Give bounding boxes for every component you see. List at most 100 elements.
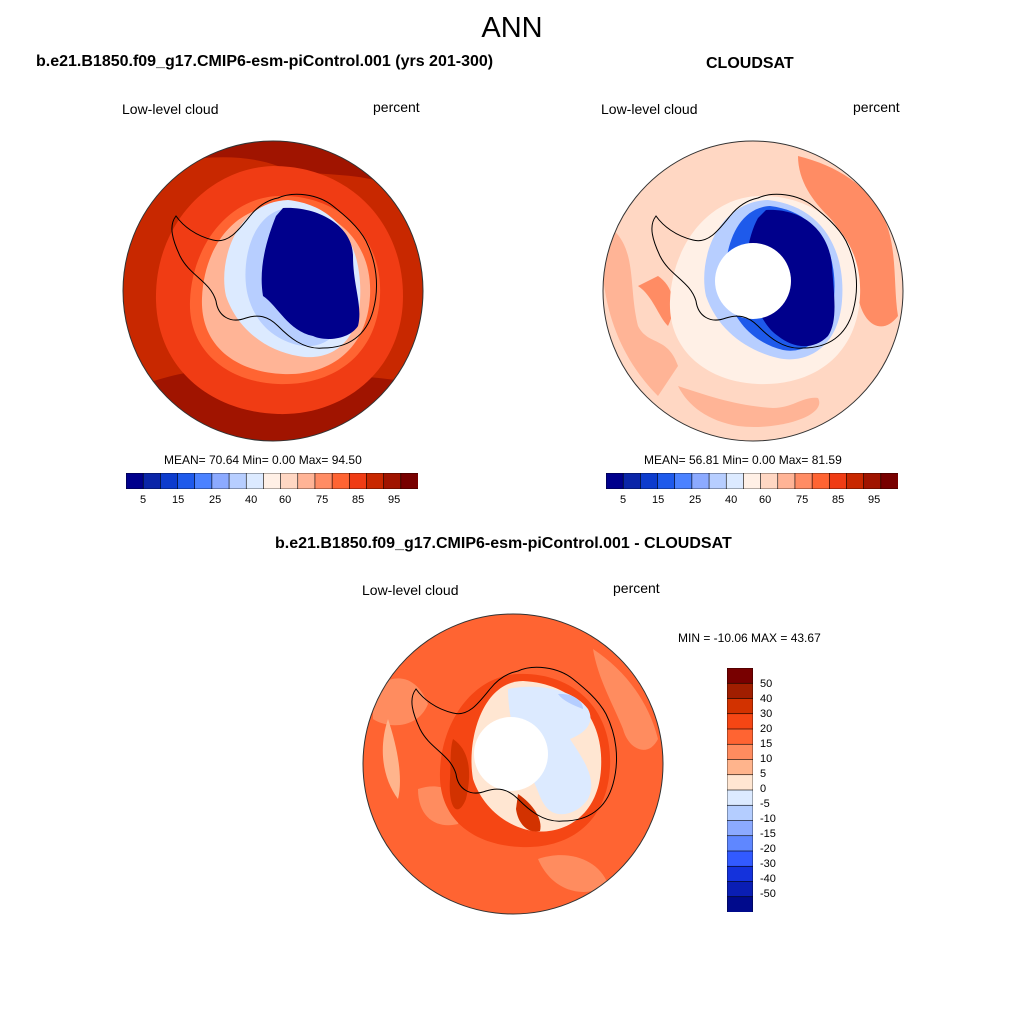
colorbar-swatch (674, 473, 693, 489)
panel-2-tick: 85 (832, 494, 845, 506)
panel-1-colorbar (126, 473, 418, 489)
panel-1-low-cloud-minimum (261, 207, 360, 339)
panel-2-patch (798, 156, 898, 327)
colorbar-swatch (194, 473, 213, 489)
colorbar-swatch (727, 789, 753, 806)
panel-2-units-label: percent (853, 99, 900, 115)
panel-2-tick: 15 (652, 494, 665, 506)
colorbar-swatch (314, 473, 333, 489)
figure-main-title: ANN (481, 12, 543, 44)
panel-1-tick: 95 (388, 494, 401, 506)
colorbar-swatch (211, 473, 230, 489)
panel-1-tick: 85 (352, 494, 365, 506)
panel-3-title: b.e21.B1850.f09_g17.CMIP6-esm-piControl.… (275, 535, 732, 552)
panel-3-stats: MIN = -10.06 MAX = 43.67 (678, 631, 821, 645)
panel-3-tick: -15 (760, 828, 776, 840)
colorbar-swatch (727, 728, 753, 745)
panel-1-colorbar-ticks: 5 15 25 40 60 75 85 95 (126, 494, 418, 508)
colorbar-swatch (880, 473, 898, 489)
colorbar-swatch (400, 473, 418, 489)
panel-3-tick: 10 (760, 753, 773, 765)
colorbar-swatch (811, 473, 830, 489)
panel-3-tick: -30 (760, 858, 776, 870)
colorbar-swatch (828, 473, 848, 489)
panel-1-tick: 60 (279, 494, 292, 506)
colorbar-swatch (228, 473, 247, 489)
colorbar-swatch (160, 473, 179, 489)
panel-3-colorbar-ticks: 50 40 30 20 15 10 5 0 -5 -10 -15 -20 -30… (760, 678, 800, 908)
colorbar-swatch (331, 473, 350, 489)
panel-1-tick: 40 (245, 494, 258, 506)
panel-3-tick: 50 (760, 678, 773, 690)
panel-2-missing-data-hole (715, 243, 791, 319)
panel-3-tick: -5 (760, 798, 770, 810)
colorbar-swatch (727, 865, 753, 883)
panel-2-colorbar-ticks: 5 15 25 40 60 75 85 95 (606, 494, 898, 508)
colorbar-swatch (777, 473, 796, 489)
colorbar-swatch (794, 473, 813, 489)
colorbar-swatch (383, 473, 402, 489)
panel-3-tick: -40 (760, 873, 776, 885)
panel-1-antarctica-coastline (171, 193, 378, 349)
panel-2-tick: 25 (689, 494, 702, 506)
panel-2-variable-label: Low-level cloud (601, 101, 698, 117)
panel-3-tick: 0 (760, 783, 767, 795)
colorbar-swatch (708, 473, 727, 489)
panel-3-colorbar (727, 668, 753, 912)
panel-3-tick: 20 (760, 723, 773, 735)
colorbar-swatch (142, 473, 161, 489)
panel-2-tick: 40 (725, 494, 738, 506)
panel-2-patch (638, 276, 674, 326)
colorbar-swatch (727, 774, 753, 791)
colorbar-swatch (727, 896, 753, 912)
panel-3-tick: 30 (760, 708, 773, 720)
panel-3-negative-bias-region (508, 686, 592, 815)
colorbar-swatch (727, 804, 753, 822)
panel-1-variable-label: Low-level cloud (122, 101, 219, 117)
panel-3-missing-data-hole (474, 717, 548, 791)
colorbar-swatch (727, 682, 753, 700)
panel-1-stats: MEAN= 70.64 Min= 0.00 Max= 94.50 (164, 453, 362, 467)
colorbar-swatch (297, 473, 316, 489)
panel-3-patch (593, 649, 658, 750)
colorbar-swatch (727, 850, 753, 867)
panel-1-tick: 15 (172, 494, 185, 506)
panel-3-tick: 40 (760, 693, 773, 705)
panel-2-stats: MEAN= 56.81 Min= 0.00 Max= 81.59 (644, 453, 842, 467)
panel-3-positive-bias-patch (449, 739, 470, 810)
colorbar-swatch (727, 835, 753, 852)
panel-2-title: CLOUDSAT (706, 55, 794, 72)
colorbar-swatch (366, 473, 385, 489)
colorbar-swatch (622, 473, 641, 489)
colorbar-swatch (657, 473, 676, 489)
colorbar-swatch (245, 473, 265, 489)
panel-1-title: b.e21.B1850.f09_g17.CMIP6-esm-piControl.… (36, 53, 494, 70)
panel-1-tick: 75 (316, 494, 329, 506)
colorbar-swatch (727, 698, 753, 715)
colorbar-swatch (727, 743, 753, 761)
colorbar-swatch (263, 473, 282, 489)
panel-3-negative-bias-patch (558, 693, 583, 709)
colorbar-swatch (727, 713, 753, 730)
colorbar-swatch (727, 668, 753, 684)
colorbar-swatch (126, 473, 144, 489)
panel-3-patch (382, 719, 400, 799)
panel-1-map (122, 140, 424, 442)
colorbar-swatch (348, 473, 368, 489)
colorbar-swatch (863, 473, 882, 489)
colorbar-swatch (743, 473, 762, 489)
panel-2-antarctica-coastline (651, 193, 858, 349)
colorbar-swatch (177, 473, 196, 489)
panel-2-tick: 95 (868, 494, 881, 506)
panel-1-tick: 5 (140, 494, 147, 506)
colorbar-swatch (606, 473, 624, 489)
panel-3-tick: 5 (760, 768, 767, 780)
colorbar-swatch (640, 473, 659, 489)
panel-2-tick: 75 (796, 494, 809, 506)
panel-3-variable-label: Low-level cloud (362, 582, 459, 598)
panel-2-patch (603, 226, 678, 396)
panel-2-tick: 60 (759, 494, 772, 506)
colorbar-swatch (691, 473, 710, 489)
panel-3-antarctica-coastline (411, 666, 618, 822)
panel-3-tick: -20 (760, 843, 776, 855)
